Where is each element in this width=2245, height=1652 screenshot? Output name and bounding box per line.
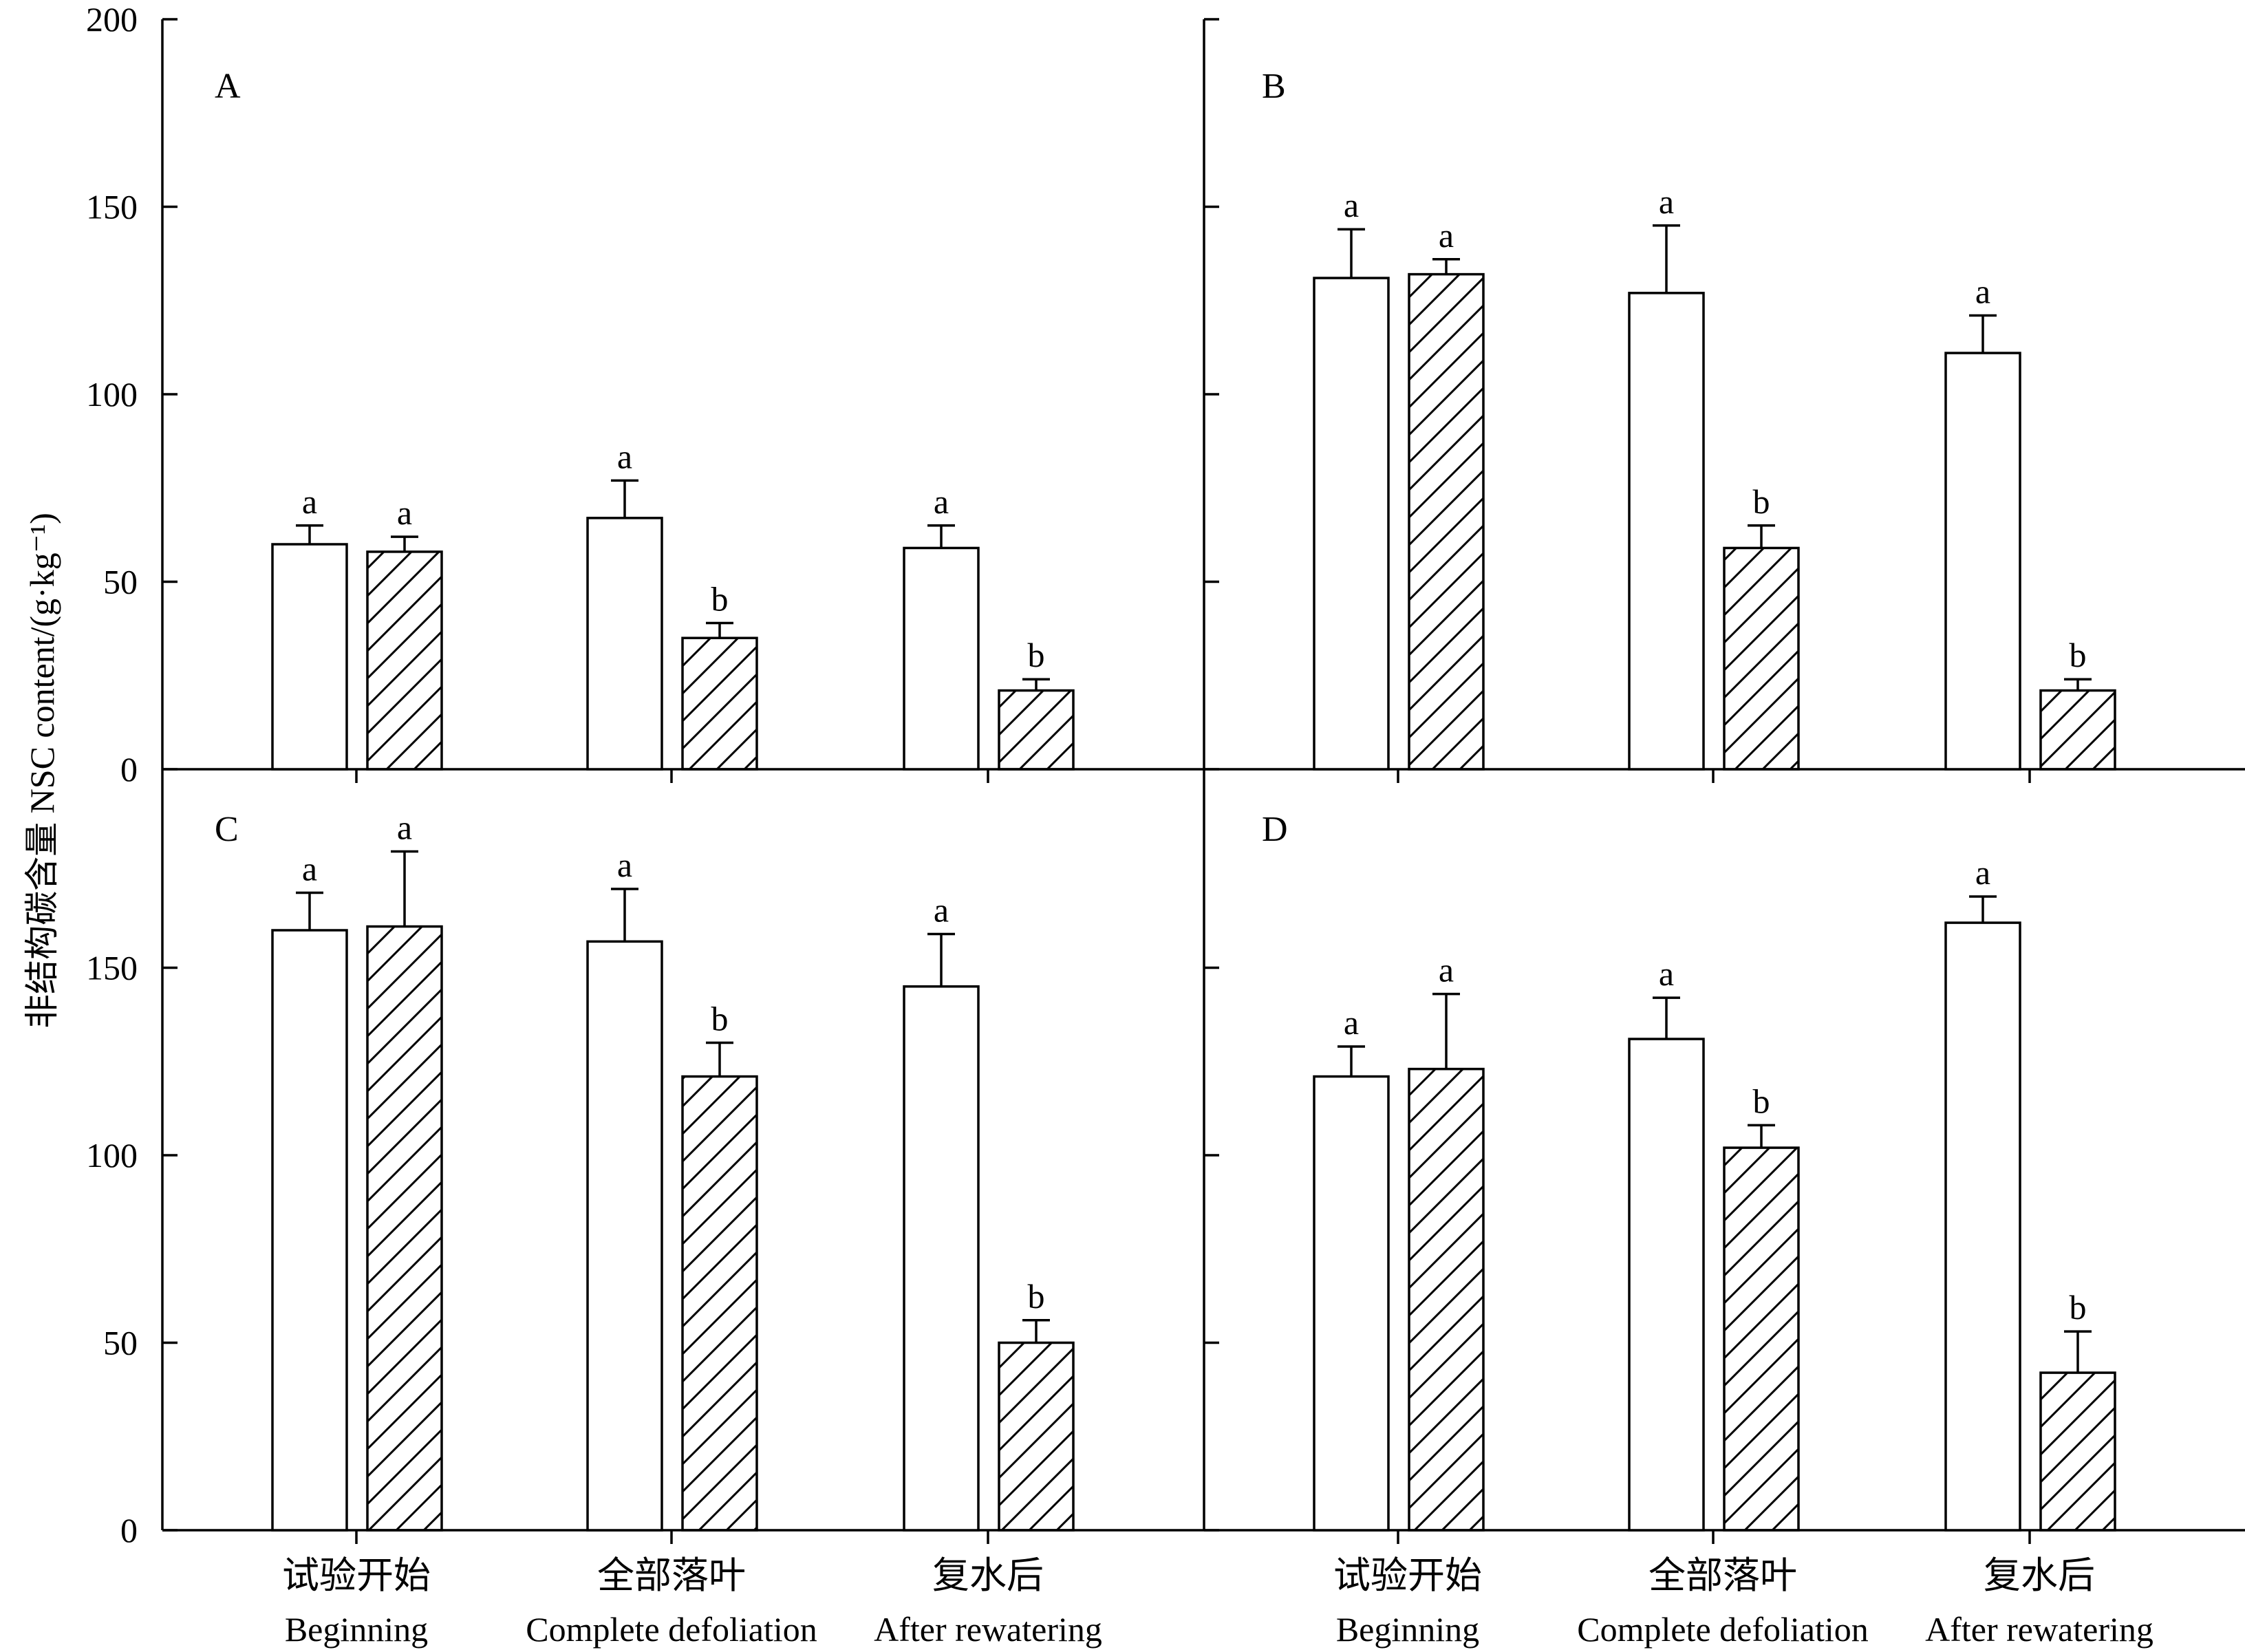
y-tick-label-a-200: 200 — [86, 0, 138, 39]
bar-c-hatched-1 — [366, 925, 443, 1532]
bar-a-open-2 — [586, 517, 663, 771]
panel-d: Da a a a b b — [1204, 810, 2116, 1544]
sig-letter-c-open-3: a — [934, 890, 949, 929]
bar-b-hatched-1 — [1408, 272, 1485, 771]
x-label-zh-right-3: 复水后 — [1984, 1555, 2095, 1596]
x-label-zh-left-1: 试验开始 — [282, 1555, 431, 1596]
sig-letter-b-open-1: a — [1344, 186, 1359, 224]
sig-letter-a-open-1: a — [302, 482, 317, 521]
bar-d-open-3 — [1944, 921, 2021, 1532]
sig-letter-c-hatched-1: a — [397, 808, 412, 847]
x-label-en-right-2: Complete defoliation — [1577, 1610, 1869, 1649]
x-label-zh-right-2: 全部落叶 — [1648, 1555, 1797, 1596]
sig-letter-b-hatched-3: b — [2070, 636, 2087, 674]
bar-b-hatched-2 — [1723, 546, 1800, 771]
panel-c: C 0 50 100 150 a a a a b b — [86, 808, 1075, 1549]
sig-letter-c-hatched-2: b — [711, 1000, 729, 1038]
panel-a: A 0 50 100 150 200 a a a a b b — [86, 0, 1075, 789]
y-tick-label-a-100: 100 — [86, 375, 138, 414]
x-label-en-right-1: Beginning — [1336, 1610, 1479, 1649]
sig-letter-c-hatched-3: b — [1028, 1277, 1045, 1316]
bar-a-hatched-2 — [681, 636, 758, 771]
sig-letter-a-open-2: a — [617, 437, 632, 475]
x-label-en-left-2: Complete defoliation — [526, 1610, 817, 1649]
sig-letter-d-hatched-2: b — [1753, 1082, 1770, 1120]
y-tick-label-c-0: 0 — [120, 1511, 138, 1549]
x-label-en-left-3: After rewatering — [874, 1610, 1102, 1649]
sig-letter-a-hatched-3: b — [1028, 636, 1045, 674]
bar-a-hatched-1 — [366, 550, 443, 771]
sig-letter-c-open-2: a — [617, 846, 632, 884]
sig-letter-a-hatched-2: b — [711, 579, 729, 618]
bar-c-hatched-3 — [998, 1341, 1075, 1532]
x-label-en-right-3: After rewatering — [1925, 1610, 2153, 1649]
sig-letter-b-open-2: a — [1659, 182, 1674, 221]
y-tick-label-c-50: 50 — [103, 1324, 138, 1362]
panel-letter-a: A — [215, 67, 241, 106]
bar-c-open-3 — [903, 985, 980, 1532]
x-label-en-left-1: Beginning — [285, 1610, 428, 1649]
sig-letter-b-hatched-1: a — [1439, 216, 1454, 255]
sig-letter-d-open-3: a — [1975, 853, 1990, 892]
sig-letter-a-open-3: a — [934, 482, 949, 521]
y-tick-label-a-50: 50 — [103, 563, 138, 601]
bar-a-hatched-3 — [998, 689, 1075, 771]
bar-a-open-1 — [271, 543, 348, 771]
y-tick-label-c-100: 100 — [86, 1136, 138, 1174]
sig-letter-d-open-1: a — [1344, 1003, 1359, 1042]
x-label-zh-right-1: 试验开始 — [1333, 1555, 1482, 1596]
sig-letter-d-hatched-3: b — [2070, 1288, 2087, 1327]
panel-letter-d: D — [1262, 810, 1288, 849]
sig-letter-d-open-2: a — [1659, 954, 1674, 993]
bar-c-hatched-2 — [681, 1075, 758, 1532]
bar-a-open-3 — [903, 546, 980, 771]
bar-b-open-3 — [1944, 352, 2021, 771]
x-label-zh-left-3: 复水后 — [932, 1555, 1044, 1596]
bar-d-hatched-1 — [1408, 1067, 1485, 1532]
bar-c-open-1 — [271, 929, 348, 1532]
panel-letter-b: B — [1262, 67, 1286, 106]
sig-letter-a-hatched-1: a — [397, 493, 412, 532]
sig-letter-b-open-3: a — [1975, 272, 1990, 311]
bar-d-hatched-2 — [1723, 1146, 1800, 1532]
panel-letter-c: C — [215, 810, 239, 849]
bar-d-open-2 — [1628, 1038, 1705, 1532]
sig-letter-c-open-1: a — [302, 850, 317, 888]
bar-d-hatched-3 — [2039, 1371, 2116, 1532]
sig-letter-b-hatched-2: b — [1753, 482, 1770, 521]
y-tick-label-c-150: 150 — [86, 949, 138, 987]
bar-d-open-1 — [1313, 1075, 1390, 1532]
y-tick-label-a-150: 150 — [86, 188, 138, 226]
bar-b-open-1 — [1313, 277, 1390, 771]
x-label-zh-left-2: 全部落叶 — [597, 1555, 746, 1596]
y-tick-label-a-0: 0 — [120, 750, 138, 789]
panel-b: Ba a a a b b — [1204, 18, 2116, 783]
bar-c-open-2 — [586, 940, 663, 1532]
sig-letter-d-hatched-1: a — [1439, 951, 1454, 989]
y-axis-label: 非结构碳含量 NSC content/(g·kg⁻¹) — [23, 513, 61, 1029]
bar-b-hatched-3 — [2039, 689, 2116, 771]
bar-b-open-2 — [1628, 292, 1705, 771]
panels-layer: A 0 50 100 150 200 a a a a b b Ba a a a b b C 0 50 100 150 a a a a… — [86, 0, 2116, 1549]
